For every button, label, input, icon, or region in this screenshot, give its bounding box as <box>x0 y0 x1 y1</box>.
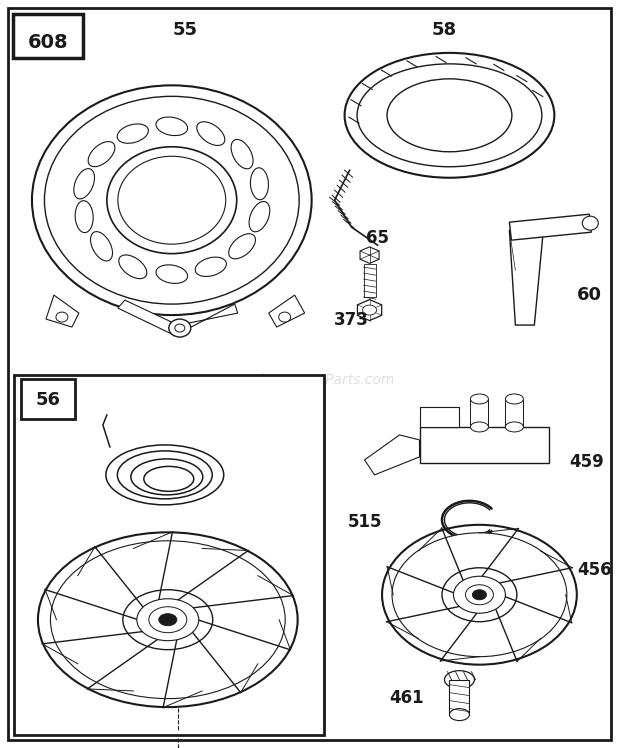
Polygon shape <box>510 214 591 240</box>
Ellipse shape <box>137 598 199 641</box>
Ellipse shape <box>231 139 253 169</box>
Ellipse shape <box>75 200 93 233</box>
Ellipse shape <box>88 141 115 167</box>
Bar <box>14 375 324 735</box>
Polygon shape <box>360 247 379 263</box>
Bar <box>363 264 376 297</box>
Ellipse shape <box>197 122 225 145</box>
Ellipse shape <box>119 255 147 279</box>
Text: 456: 456 <box>577 561 612 579</box>
Text: 608: 608 <box>28 33 68 52</box>
Ellipse shape <box>450 708 469 720</box>
Ellipse shape <box>45 96 299 304</box>
Text: 65: 65 <box>366 229 389 247</box>
Ellipse shape <box>156 117 188 135</box>
Ellipse shape <box>91 232 112 261</box>
Ellipse shape <box>156 265 188 283</box>
Text: 56: 56 <box>35 391 60 409</box>
FancyBboxPatch shape <box>13 14 83 58</box>
Ellipse shape <box>50 541 285 699</box>
Ellipse shape <box>250 168 268 200</box>
Ellipse shape <box>442 568 517 622</box>
Ellipse shape <box>118 156 226 244</box>
Polygon shape <box>118 300 176 334</box>
Ellipse shape <box>159 613 177 625</box>
Ellipse shape <box>453 576 505 613</box>
Text: 373: 373 <box>334 311 369 329</box>
Ellipse shape <box>195 257 226 277</box>
Text: 459: 459 <box>569 453 604 471</box>
Ellipse shape <box>345 53 554 178</box>
Bar <box>471 399 489 427</box>
Text: eReplacementParts.com: eReplacementParts.com <box>225 373 394 387</box>
Polygon shape <box>510 230 543 325</box>
Polygon shape <box>358 300 382 321</box>
Ellipse shape <box>32 85 312 315</box>
Ellipse shape <box>357 64 542 167</box>
Ellipse shape <box>505 422 523 432</box>
Ellipse shape <box>249 201 270 232</box>
Ellipse shape <box>471 394 489 404</box>
Polygon shape <box>268 295 304 327</box>
Ellipse shape <box>149 607 187 633</box>
FancyBboxPatch shape <box>21 379 75 419</box>
Text: 55: 55 <box>172 22 197 40</box>
Ellipse shape <box>582 216 598 230</box>
Ellipse shape <box>363 305 376 315</box>
Ellipse shape <box>56 312 68 322</box>
Ellipse shape <box>445 671 474 689</box>
Ellipse shape <box>117 124 148 144</box>
Text: 60: 60 <box>577 286 602 304</box>
Ellipse shape <box>505 394 523 404</box>
Ellipse shape <box>169 319 191 337</box>
Ellipse shape <box>278 312 291 322</box>
Ellipse shape <box>229 234 255 259</box>
Text: 515: 515 <box>348 513 382 531</box>
Polygon shape <box>365 435 420 475</box>
Ellipse shape <box>472 589 487 600</box>
Ellipse shape <box>74 168 94 199</box>
Text: 461: 461 <box>389 689 424 707</box>
Ellipse shape <box>387 79 512 152</box>
Ellipse shape <box>392 533 567 657</box>
Bar <box>420 427 549 463</box>
Ellipse shape <box>471 422 489 432</box>
Ellipse shape <box>123 589 213 650</box>
Bar <box>450 680 469 714</box>
Ellipse shape <box>466 585 494 604</box>
Ellipse shape <box>107 147 237 254</box>
Polygon shape <box>180 304 237 333</box>
Text: 58: 58 <box>432 22 457 40</box>
Polygon shape <box>420 407 459 427</box>
Ellipse shape <box>38 533 298 707</box>
Ellipse shape <box>175 324 185 332</box>
Bar <box>505 399 523 427</box>
Ellipse shape <box>382 525 577 665</box>
Polygon shape <box>46 295 79 327</box>
